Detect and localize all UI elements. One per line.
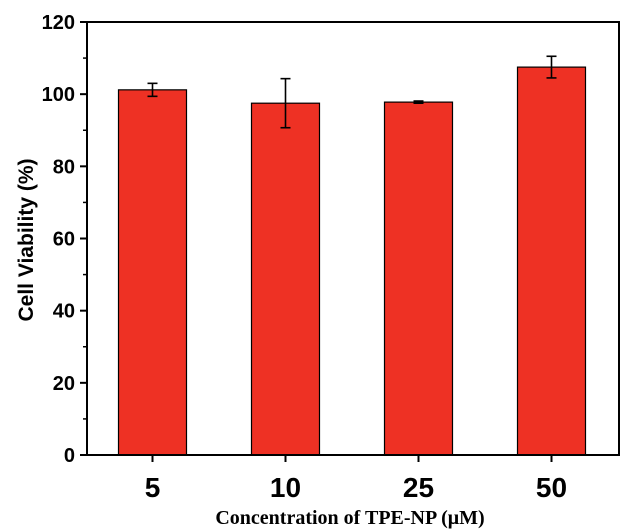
bars-group bbox=[117, 66, 587, 456]
y-tick-label-60: 60 bbox=[53, 229, 75, 251]
x-tick-label-5: 5 bbox=[145, 472, 161, 503]
y-axis-ticks: 0 20 40 60 80 100 120 bbox=[42, 12, 87, 467]
error-bars-group bbox=[147, 55, 557, 129]
y-tick-label-20: 20 bbox=[53, 373, 75, 395]
x-axis-ticks: 5 10 25 50 bbox=[145, 455, 567, 503]
y-tick-label-120: 120 bbox=[42, 12, 75, 34]
y-tick-label-0: 0 bbox=[64, 445, 75, 467]
bar-5 bbox=[117, 89, 188, 456]
x-tick-label-25: 25 bbox=[403, 472, 434, 503]
x-tick-label-50: 50 bbox=[536, 472, 567, 503]
bar-10 bbox=[250, 102, 321, 456]
bar-25 bbox=[383, 101, 454, 456]
y-tick-label-80: 80 bbox=[53, 156, 75, 178]
x-axis-label: Concentration of TPE-NP (μM) bbox=[215, 507, 484, 529]
y-axis-label: Cell Viability (%) bbox=[15, 159, 38, 322]
y-tick-label-100: 100 bbox=[42, 84, 75, 106]
x-tick-label-10: 10 bbox=[270, 472, 301, 503]
bar-50 bbox=[516, 66, 587, 456]
y-tick-label-40: 40 bbox=[53, 301, 75, 323]
